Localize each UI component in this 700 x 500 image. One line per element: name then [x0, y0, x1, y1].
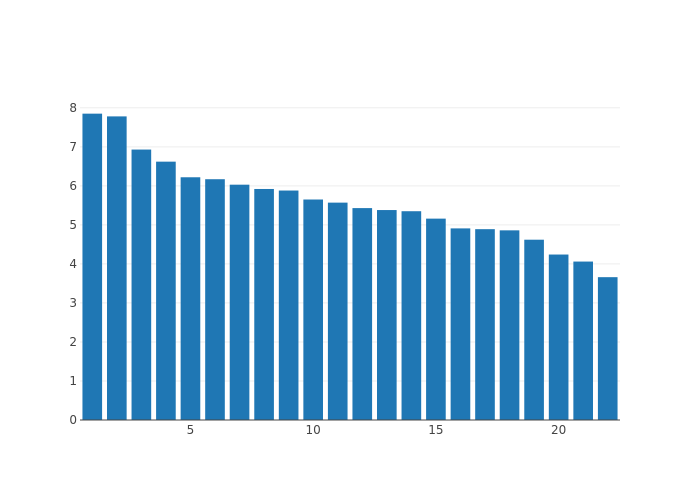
bar-11	[327, 202, 348, 420]
bar-9	[278, 190, 299, 420]
bar-16	[450, 228, 471, 420]
bar-15	[426, 218, 446, 420]
bar-8	[254, 188, 274, 420]
y-tick-label: 5	[69, 218, 77, 232]
bar-20	[548, 254, 569, 420]
bar-22	[597, 277, 618, 420]
bar-1	[82, 113, 103, 420]
x-tick-label: 10	[306, 423, 321, 437]
y-tick-label: 0	[69, 413, 77, 427]
bar-4	[156, 161, 176, 420]
bar-21	[573, 261, 593, 420]
bar-17	[475, 229, 495, 420]
bar-12	[352, 208, 373, 420]
bar-18	[499, 230, 520, 420]
y-tick-label: 6	[69, 179, 77, 193]
bars	[82, 113, 618, 420]
bar-6	[205, 179, 225, 420]
bar-7	[229, 184, 250, 420]
x-tick-label: 20	[551, 423, 566, 437]
bar-13	[377, 210, 397, 420]
bar-14	[401, 211, 422, 420]
bar-3	[131, 149, 152, 420]
y-tick-label: 1	[69, 374, 77, 388]
y-tick-label: 2	[69, 335, 77, 349]
x-tick-label: 5	[187, 423, 195, 437]
bar-19	[524, 239, 544, 420]
bar-5	[180, 177, 201, 420]
tick-labels: 0 1 2 3 4 5 6 7 8 5 10 15 20	[69, 101, 566, 437]
y-tick-label: 7	[69, 140, 77, 154]
bar-2	[107, 116, 127, 420]
y-tick-label: 3	[69, 296, 77, 310]
y-tick-label: 8	[69, 101, 77, 115]
y-tick-label: 4	[69, 257, 77, 271]
x-tick-label: 15	[428, 423, 443, 437]
bar-10	[303, 199, 323, 420]
